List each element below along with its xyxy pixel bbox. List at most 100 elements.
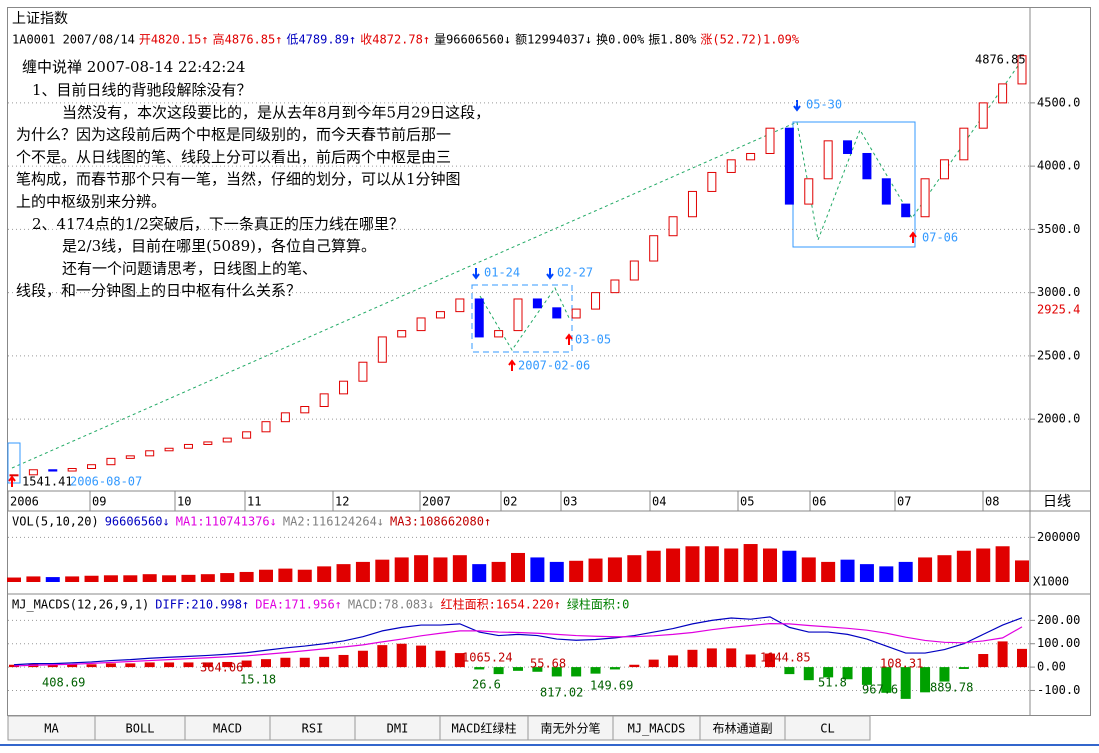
macd-bar (823, 667, 834, 678)
volume-bar (336, 564, 351, 582)
tab[interactable] (354, 715, 441, 741)
macd-bar (261, 659, 271, 668)
tab[interactable] (784, 715, 871, 741)
macd-bar (513, 667, 523, 671)
candle (843, 140, 853, 154)
macd-bar (668, 655, 679, 668)
quote-field: 1A0001 2007/08/14 (12, 33, 135, 47)
arrow-down (546, 268, 554, 280)
macd-bar (125, 663, 136, 668)
candle (319, 393, 329, 408)
macd-bar (280, 657, 291, 668)
tab-label[interactable]: RSI (302, 722, 324, 736)
volume-bar (763, 548, 777, 582)
candle (474, 298, 484, 338)
volume-bar (840, 559, 855, 582)
macd-bar (1017, 648, 1027, 668)
quote-field: 高4876.85↑ (213, 32, 283, 47)
tab[interactable] (699, 715, 786, 741)
tab[interactable] (184, 715, 271, 741)
tab[interactable] (94, 715, 186, 741)
macd-bar (474, 667, 485, 670)
candle (649, 235, 659, 262)
tab[interactable] (439, 715, 529, 741)
tab-label[interactable]: 南无外分笔 (540, 721, 600, 736)
price-annotation: 03-05 (575, 333, 611, 347)
arrows (8, 100, 917, 487)
macd-bar (67, 664, 78, 668)
candle (164, 447, 174, 452)
tab-label[interactable]: MA (44, 722, 59, 736)
volume-bar (588, 558, 603, 582)
macd-bar (47, 664, 58, 668)
volume-bar (704, 546, 719, 582)
volume-bar (239, 571, 254, 582)
y-tick-label: 3500.0 (1037, 222, 1080, 236)
quote-field: 量96606560↓ (434, 33, 511, 47)
volume-bar (355, 561, 370, 582)
candle (494, 330, 504, 338)
candle (145, 450, 155, 457)
candle (1017, 55, 1027, 85)
volume-bar (879, 566, 894, 582)
tab-label[interactable]: MACD红绿柱 (452, 721, 517, 736)
legend-item: 96606560↓ (105, 515, 170, 529)
tab-label[interactable]: BOLL (126, 722, 155, 736)
macd-bar (357, 650, 368, 668)
quote-field: 低4789.89↑ (286, 33, 356, 47)
tab[interactable] (612, 715, 701, 741)
annotation-line: 还有一个问题请思考，日线图上的笔、 (62, 259, 317, 277)
volume-bar (26, 576, 41, 582)
macd-bar (493, 667, 504, 675)
legend-item: DEA:171.956↑ (255, 598, 342, 612)
volume-bar (181, 574, 196, 582)
tab-label[interactable]: 布林通道副 (712, 722, 772, 736)
candle (552, 307, 562, 319)
y-tick-label: 2500.0 (1037, 348, 1080, 362)
cursor-price: 2925.4 (1037, 303, 1080, 317)
macd-annotation: 1144.85 (760, 651, 811, 665)
candle (435, 311, 445, 319)
volume-bar (142, 574, 157, 582)
macd-annotation: 889.78 (930, 681, 973, 695)
quote-field: 涨(52.72)1.09% (700, 32, 799, 47)
tab[interactable] (527, 715, 614, 741)
volume-bar (491, 561, 506, 582)
quote-field: 额12994037↓ (515, 33, 592, 47)
candle (9, 474, 19, 477)
volume-bar (317, 566, 332, 582)
volume-bar (685, 546, 700, 582)
candle (358, 361, 368, 382)
candle (125, 455, 135, 459)
macd-bar (978, 654, 989, 668)
tab-label[interactable]: CL (820, 722, 834, 736)
candle (339, 380, 349, 395)
macd-annotation: 364.06 (200, 661, 243, 675)
volume-bar (937, 555, 952, 582)
tab-label[interactable]: MJ_MACDS (628, 722, 686, 736)
volume-bar (472, 564, 487, 582)
macd-annotation: 55.68 (530, 657, 566, 671)
y-tick-label: 3000.0 (1037, 285, 1080, 299)
tab[interactable] (7, 715, 96, 741)
volume-bar (569, 560, 584, 582)
candle (765, 127, 775, 154)
tab[interactable] (269, 715, 356, 741)
macd-bar (416, 645, 427, 668)
arrow-up (565, 333, 573, 345)
candle (784, 127, 794, 205)
macd-bar (842, 667, 853, 680)
tab-label[interactable]: DMI (387, 722, 409, 736)
y-tick-label: 4000.0 (1037, 159, 1080, 173)
x-tick-label: 08 (985, 495, 999, 509)
tab-label[interactable]: MACD (213, 722, 242, 736)
macd-annotation: 108.31 (880, 657, 923, 671)
macd-annotation: 51.8 (818, 676, 847, 690)
macd-annotation: 26.6 (472, 678, 501, 692)
price-annotation: 4876.85 (975, 53, 1026, 67)
annotation-line: 上的中枢级别来分辨。 (16, 193, 166, 211)
x-tick-label: 11 (247, 495, 261, 509)
quote-field: 收4872.78↑ (360, 33, 430, 47)
volume-bar (607, 557, 622, 582)
